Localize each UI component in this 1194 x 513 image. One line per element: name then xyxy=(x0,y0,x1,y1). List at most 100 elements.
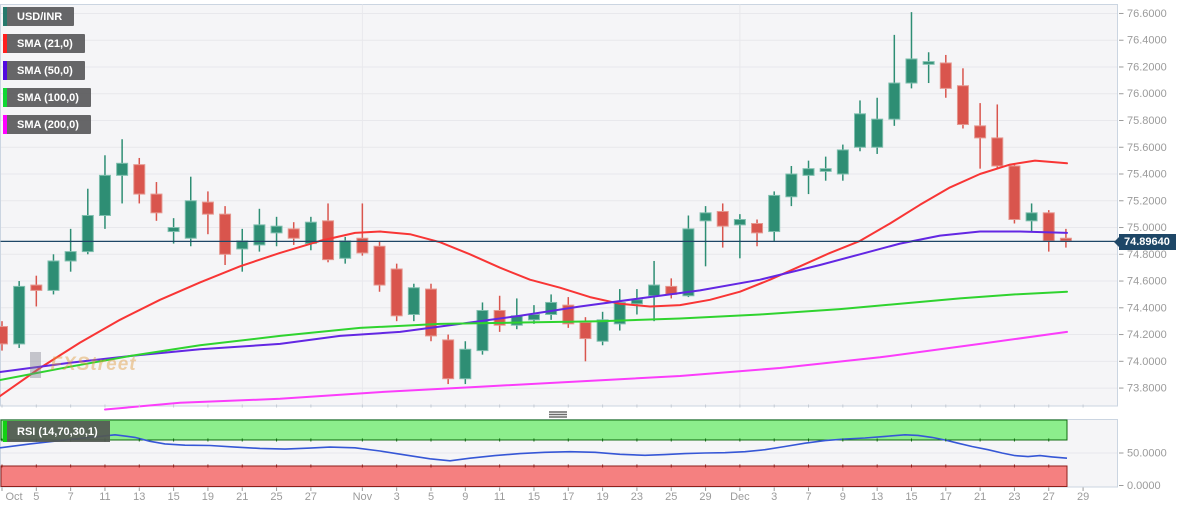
rsi-oversold-band xyxy=(0,465,1068,488)
x-axis-tick-label: 13 xyxy=(133,491,145,503)
candle-body xyxy=(630,299,643,305)
candle-body xyxy=(527,313,540,321)
candle-body xyxy=(871,118,884,148)
price-axis-tick-label: 76.6000 xyxy=(1127,8,1167,20)
legend-instrument[interactable]: USD/INR xyxy=(3,7,75,26)
candle-body xyxy=(373,245,386,286)
candle-body xyxy=(425,288,437,337)
x-axis-tick-label: 5 xyxy=(33,491,39,503)
candle-body xyxy=(854,113,866,148)
x-axis-tick-label: 19 xyxy=(202,491,214,503)
candle-body xyxy=(562,304,575,325)
x-axis-tick-label: 13 xyxy=(871,491,883,503)
candle-body xyxy=(836,149,849,175)
candle-body xyxy=(339,240,352,259)
x-axis-tick-label: 17 xyxy=(940,491,952,503)
price-axis-tick-label: 74.4000 xyxy=(1127,302,1167,314)
price-axis-tick-label: 74.2000 xyxy=(1127,329,1167,341)
panel-resize-handle[interactable] xyxy=(549,411,567,418)
candle-body xyxy=(1008,165,1021,220)
x-axis-tick-label: 9 xyxy=(840,491,846,503)
axes-layer[interactable]: 76.6000 76.4000 76.2000 76.0000 75.8000 75.60… xyxy=(1,8,1167,503)
candle-body xyxy=(81,214,94,253)
price-axis-tick-label: 75.4000 xyxy=(1127,169,1167,181)
candle-body xyxy=(476,309,489,352)
sma100-color-swatch xyxy=(3,88,7,107)
candle-body xyxy=(699,212,712,222)
candle-body xyxy=(1042,212,1055,242)
x-axis-tick-label: Nov xyxy=(353,491,373,503)
candle-body xyxy=(716,210,729,227)
rsi-label: RSI (14,70,30,1) xyxy=(17,425,98,438)
candle-body xyxy=(974,125,987,139)
candle-body xyxy=(98,174,111,216)
candle-body xyxy=(407,287,420,315)
x-axis-tick-label: 7 xyxy=(805,491,811,503)
rsi-axis-tick-label: 50.0000 xyxy=(1127,447,1167,459)
sma200-label: SMA (200,0) xyxy=(17,118,79,131)
candle-body xyxy=(253,224,266,246)
x-axis-tick-label: 11 xyxy=(494,491,505,503)
sma-line-sma100 xyxy=(0,290,1068,381)
x-axis-tick-label: Dec xyxy=(730,491,750,503)
legend-sma21[interactable]: SMA (21,0) xyxy=(3,34,85,53)
x-axis-tick-label: 11 xyxy=(99,491,110,503)
price-axis-tick-label: 75.8000 xyxy=(1127,115,1167,127)
instrument-label: USD/INR xyxy=(17,10,63,23)
instrument-color-swatch xyxy=(3,7,7,26)
price-axis-tick-label: 76.0000 xyxy=(1127,88,1167,100)
candle-body xyxy=(116,162,129,176)
candle-body xyxy=(1025,212,1038,222)
x-axis-tick-label: 23 xyxy=(631,491,643,503)
candle-body xyxy=(768,194,781,233)
x-axis-tick-label: 27 xyxy=(305,491,317,503)
sma-line-sma200 xyxy=(104,330,1068,411)
candle-body xyxy=(956,85,969,126)
x-axis-tick-label: 27 xyxy=(1043,491,1055,503)
sma-line-sma21 xyxy=(0,159,1068,398)
sma21-label: SMA (21,0) xyxy=(17,37,73,50)
price-axis-tick-label: 74.6000 xyxy=(1127,276,1167,288)
candle-body xyxy=(648,284,661,297)
candle-body xyxy=(751,223,764,234)
candle-body xyxy=(819,168,832,172)
candle-body xyxy=(0,326,8,345)
sma200-color-swatch xyxy=(3,115,7,134)
sma-lines-layer xyxy=(0,159,1118,411)
candle-body xyxy=(287,228,300,239)
candle-body xyxy=(1059,237,1072,242)
x-axis-tick-label: 7 xyxy=(68,491,74,503)
x-axis-tick-label: 15 xyxy=(528,491,540,503)
candle-body xyxy=(939,62,952,89)
x-axis-tick-label: 21 xyxy=(236,491,248,503)
x-axis-tick-label: 25 xyxy=(270,491,282,503)
candle-body xyxy=(579,322,592,340)
candle-body xyxy=(167,227,180,233)
candle-body xyxy=(802,168,815,176)
x-axis-tick-label: 3 xyxy=(394,491,400,503)
candle-body xyxy=(270,225,283,234)
price-axis-tick-label: 75.0000 xyxy=(1127,222,1167,234)
x-axis-tick-label: 17 xyxy=(562,491,574,503)
candle-body xyxy=(922,61,935,65)
candle-body xyxy=(613,301,626,325)
legend-sma50[interactable]: SMA (50,0) xyxy=(3,61,85,80)
candle-body xyxy=(905,58,918,84)
candle-body xyxy=(888,82,901,120)
candle-body xyxy=(150,193,163,214)
candle-body xyxy=(682,228,695,297)
candles-layer xyxy=(0,12,1072,385)
x-axis-tick-label: 3 xyxy=(771,491,777,503)
legend-sma100[interactable]: SMA (100,0) xyxy=(3,88,91,107)
rsi-line xyxy=(0,434,1068,462)
x-axis-tick-label: 21 xyxy=(974,491,986,503)
x-axis-tick-label: 29 xyxy=(699,491,711,503)
price-axis-tick-label: 75.6000 xyxy=(1127,142,1167,154)
x-axis-tick-label: 23 xyxy=(1008,491,1020,503)
candle-body xyxy=(545,301,558,315)
rsi-overbought-band xyxy=(0,419,1068,441)
legend-rsi[interactable]: RSI (14,70,30,1) xyxy=(3,421,110,442)
legend-sma200[interactable]: SMA (200,0) xyxy=(3,115,91,134)
